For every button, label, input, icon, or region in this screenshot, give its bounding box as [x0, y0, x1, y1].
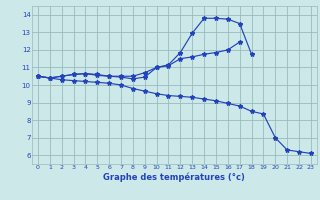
X-axis label: Graphe des températures (°c): Graphe des températures (°c)	[103, 172, 245, 182]
